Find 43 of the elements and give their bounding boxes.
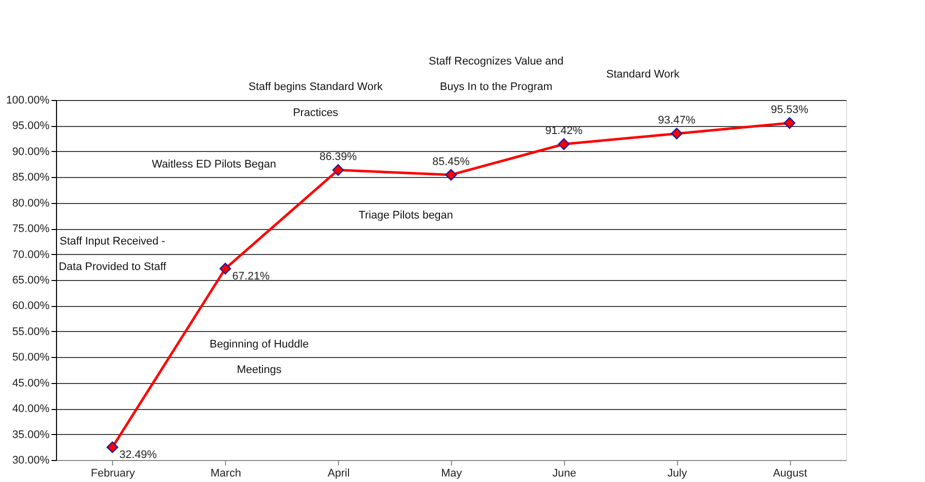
y-tick-label: 45.00% [12,377,50,390]
x-tick-label: August [772,468,808,480]
y-tick-label: 60.00% [12,300,50,312]
data-label: 95.53% [770,104,808,116]
data-label: 86.39% [319,150,358,163]
x-tick-label: July [667,468,688,480]
point [558,138,570,150]
y-tick-label: 50.00% [12,352,50,364]
text: Staff begins Standard Work Practices [248,81,383,119]
x-tick-label: February [90,468,136,480]
y-tick-label: 95.00% [12,120,50,132]
y-tick-label: 80.00% [12,197,50,210]
x-tick-label: May [441,468,462,480]
x-tick-label: June [552,468,576,480]
y-tick-label: 100.00% [6,94,50,106]
y-tick-label: 90.00% [12,146,50,158]
text: Staff Input Received - Data Provided to Staff [58,235,166,274]
y-tick-label: 35.00% [12,428,50,441]
data-label: 93.47% [658,114,696,127]
y-tick-label: 30.00% [12,454,50,466]
y-tick-label: 55.00% [12,326,50,338]
text: Standard Work [606,68,680,80]
y-tick-label: 65.00% [12,274,50,286]
text: Staff Recognizes Value and Buys In to the Program [428,55,564,94]
annotation: Triage Pilots began [358,210,454,222]
data-label: 85.45% [432,156,470,168]
point [106,441,118,454]
data-label: 67.21% [232,270,270,283]
annotation: Waitless ED Pilots Began [152,158,276,170]
x-tick-label: March [210,468,242,480]
text: Beginning of Huddle Meetings [210,338,309,376]
y-tick-label: 40.00% [12,403,50,416]
point [784,117,796,129]
x-tick-label: April [328,468,350,480]
point [670,128,683,140]
y-tick-label: 70.00% [12,248,50,261]
y-tick-label: 85.00% [12,172,50,184]
y-tick-label: 75.00% [12,223,50,236]
point [445,168,457,181]
data-label: 32.49% [119,449,157,462]
point [219,262,232,274]
data-label: 91.42% [545,125,583,138]
point [332,164,344,176]
